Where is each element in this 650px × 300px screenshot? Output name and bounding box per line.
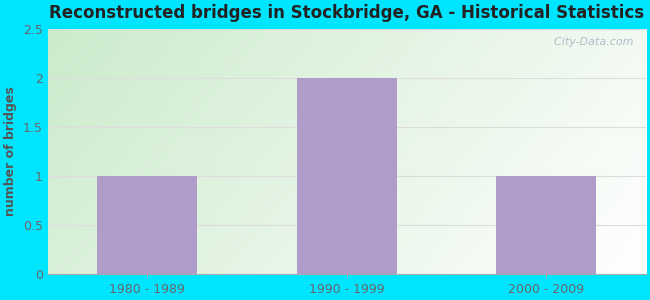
Bar bbox=[496, 176, 596, 274]
Bar bbox=[297, 78, 396, 274]
Title: Reconstructed bridges in Stockbridge, GA - Historical Statistics: Reconstructed bridges in Stockbridge, GA… bbox=[49, 4, 644, 22]
Bar bbox=[98, 176, 197, 274]
Y-axis label: number of bridges: number of bridges bbox=[4, 87, 17, 216]
Text: City-Data.com: City-Data.com bbox=[547, 37, 634, 46]
